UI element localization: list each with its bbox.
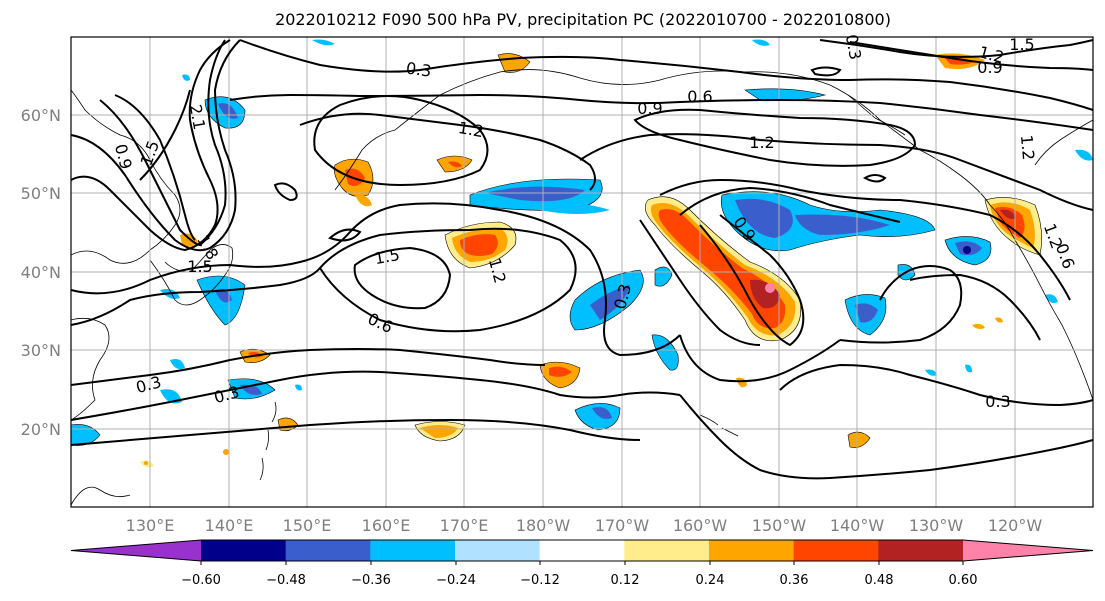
contour-label: 0.9 [977, 58, 1002, 77]
colorbar-swatch [878, 540, 964, 561]
precip-positive-shading [140, 53, 1042, 468]
lat-label: 40°N [21, 263, 61, 282]
precip-negative-shading [70, 39, 1093, 446]
colorbar-tick: 0.12 [611, 573, 640, 588]
contour-label: 0.3 [985, 392, 1010, 411]
map-panel: 0.3 0.6 0.9 1.2 1.5 1.2 1.5 0.9 0.6 1.2 … [70, 33, 1094, 508]
lon-label: 160°E [362, 516, 411, 535]
colorbar-tick: 0.60 [949, 573, 978, 588]
lon-label: 150°W [752, 516, 807, 535]
colorbar-swatch [793, 540, 879, 561]
lon-label: 180°W [516, 516, 571, 535]
lat-label: 20°N [21, 420, 61, 439]
colorbar-swatch [963, 540, 1093, 561]
colorbar-swatch [285, 540, 371, 561]
colorbar-tick: 0.48 [865, 573, 894, 588]
contour-label: 2.1 [186, 103, 209, 131]
lon-label: 130°E [126, 516, 175, 535]
lon-label: 170°E [440, 516, 489, 535]
colorbar: −0.60 −0.48 −0.36 −0.24 −0.12 0.12 0.24 … [70, 539, 1094, 588]
contour-label: 1.5 [1009, 35, 1034, 54]
lon-label: 140°E [205, 516, 254, 535]
lon-label: 130°W [909, 516, 964, 535]
colorbar-swatch [624, 540, 710, 561]
lat-label: 60°N [21, 106, 61, 125]
lon-label: 140°W [830, 516, 885, 535]
lat-label: 30°N [21, 341, 61, 360]
colorbar-swatch [370, 540, 456, 561]
colorbar-swatch [709, 540, 795, 561]
contour-label: 0.3 [405, 58, 433, 80]
colorbar-tick: −0.12 [520, 573, 560, 588]
contour-label: 1.2 [1017, 134, 1038, 161]
lon-label: 170°W [595, 516, 650, 535]
longitude-labels: 130°E 140°E 150°E 160°E 170°E 180°W 170°… [126, 516, 1043, 535]
lon-label: 120°W [988, 516, 1043, 535]
contour-label: 1.5 [187, 257, 212, 276]
colorbar-swatch [455, 540, 541, 561]
colorbar-tick: −0.48 [266, 573, 306, 588]
colorbar-tick: 0.36 [780, 573, 809, 588]
colorbar-tick: −0.60 [181, 573, 221, 588]
contour-label: 1.2 [749, 133, 774, 152]
colorbar-swatch [201, 540, 287, 561]
colorbar-swatch [539, 540, 625, 561]
lon-label: 160°W [673, 516, 728, 535]
colorbar-tick: −0.24 [436, 573, 476, 588]
contour-label: 1.5 [373, 245, 401, 268]
colorbar-tick: 0.24 [696, 573, 725, 588]
pv-contours [70, 39, 1094, 480]
colorbar-tick: −0.36 [351, 573, 391, 588]
contour-label: 0.3 [842, 33, 865, 61]
map-title: 2022010212 F090 500 hPa PV, precipitatio… [275, 10, 891, 29]
lat-label: 50°N [21, 184, 61, 203]
colorbar-swatch [71, 540, 201, 561]
latitude-labels: 60°N 50°N 40°N 30°N 20°N [21, 106, 61, 439]
map-frame [70, 36, 1094, 508]
contour-label: 0.9 [637, 99, 662, 118]
contour-label: 1.2 [457, 118, 485, 141]
gridlines [71, 37, 1093, 507]
colorbar-tick-marks [200, 561, 964, 565]
contour-labels: 0.3 0.6 0.9 1.2 1.5 1.2 1.5 0.9 0.6 1.2 … [111, 33, 1079, 411]
lon-label: 150°E [283, 516, 332, 535]
contour-label: 0.6 [687, 87, 712, 106]
colorbar-segments [70, 539, 1094, 562]
